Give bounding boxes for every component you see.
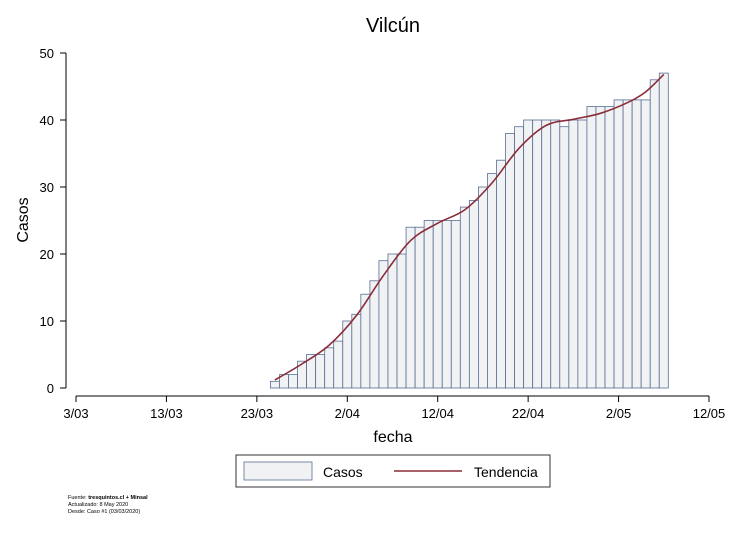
x-tick-label: 3/03: [63, 406, 88, 421]
bar: [658, 72, 669, 389]
bar: [613, 99, 624, 389]
y-axis-label: Casos: [15, 197, 32, 242]
y-tick-label: 40: [40, 113, 54, 128]
bar: [586, 106, 597, 389]
bar: [514, 126, 525, 389]
y-tick-label: 10: [40, 314, 54, 329]
bar: [577, 119, 588, 389]
y-tick-label: 20: [40, 247, 54, 262]
bar: [324, 347, 335, 389]
bar: [315, 354, 326, 389]
bar: [541, 119, 552, 389]
footer-updated: Actualizado: 8 May 2020: [68, 502, 129, 508]
bar: [288, 374, 298, 389]
footer-notes: Fuente: tresquintos.cl + Minsal Actualiz…: [68, 495, 148, 516]
bar: [604, 106, 615, 389]
trend-line: [274, 73, 665, 381]
legend-label-tendencia: Tendencia: [474, 464, 538, 480]
bar: [640, 99, 651, 389]
x-tick-label: 23/03: [241, 406, 274, 421]
bar: [414, 226, 425, 389]
x-tick-label: 13/03: [150, 406, 183, 421]
bar: [369, 280, 380, 389]
x-tick-label: 2/04: [335, 406, 360, 421]
bar-series-casos: [270, 72, 669, 389]
legend-label-casos: Casos: [323, 464, 363, 480]
bar: [441, 220, 452, 389]
legend: Casos Tendencia: [235, 454, 551, 488]
y-tick-label: 30: [40, 180, 54, 195]
x-axis-label: fecha: [373, 429, 412, 446]
bar: [351, 313, 362, 389]
bar: [487, 173, 497, 389]
bar: [432, 220, 443, 389]
bar: [450, 220, 461, 389]
bar: [622, 99, 633, 389]
bar: [523, 119, 534, 389]
y-tick-label: 0: [47, 381, 54, 396]
legend-swatch-casos: [243, 461, 313, 481]
bar: [423, 220, 434, 389]
chart-title: Vilcún: [366, 15, 420, 37]
x-tick-label: 12/04: [421, 406, 454, 421]
footer-source: Fuente: tresquintos.cl + Minsal: [68, 495, 148, 501]
bar: [595, 106, 606, 389]
bar: [568, 119, 579, 389]
bar: [396, 253, 407, 389]
x-tick-label: 2/05: [606, 406, 631, 421]
bar: [649, 79, 660, 389]
x-tick-label: 12/05: [693, 406, 726, 421]
bar: [459, 206, 470, 389]
axes: 0 10 20 30 40 50 3/03 13/03 23/03 2/04 12/04 22/04 2…: [40, 46, 726, 421]
footer-since: Desde: Caso #1 (03/03/2020): [68, 509, 141, 515]
bar: [387, 253, 398, 389]
bar: [468, 199, 479, 389]
bar: [270, 380, 280, 389]
bar: [496, 159, 506, 389]
bar: [559, 126, 570, 389]
bar: [333, 340, 344, 389]
bar: [631, 99, 642, 389]
bar: [505, 132, 515, 389]
bar: [532, 119, 543, 389]
x-tick-label: 22/04: [512, 406, 545, 421]
y-tick-label: 50: [40, 46, 54, 61]
bar: [405, 226, 416, 389]
bar: [550, 119, 561, 389]
bar: [478, 186, 488, 389]
